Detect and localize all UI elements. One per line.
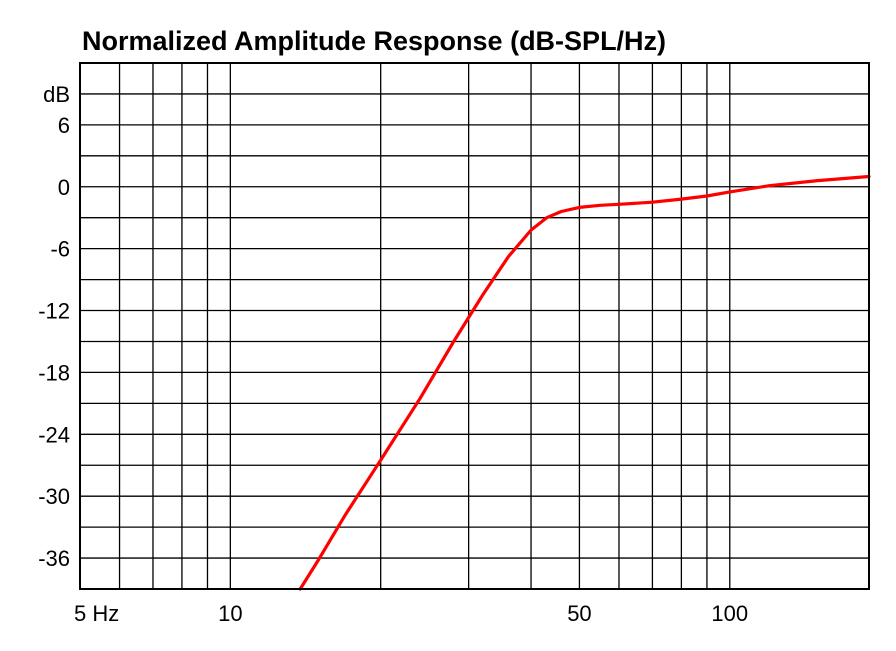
y-axis-ticks: dB 6 0 -6 -12 -18 -24 -30 -36 [38, 82, 70, 571]
y-tick-label: -24 [38, 422, 70, 447]
y-tick-label: 6 [58, 113, 70, 138]
y-tick-label: dB [43, 82, 70, 107]
y-tick-label: -36 [38, 546, 70, 571]
chart-title: Normalized Amplitude Response (dB-SPL/Hz… [82, 26, 666, 56]
y-tick-label: -6 [50, 237, 70, 262]
response-curve [298, 174, 871, 591]
x-tick-label: 50 [567, 601, 591, 626]
y-tick-label: -18 [38, 360, 70, 385]
y-tick-label: 0 [58, 175, 70, 200]
x-axis-ticks: 5 Hz 10 50 100 [74, 601, 748, 626]
grid-lines [80, 63, 869, 589]
x-tick-label: 10 [218, 601, 242, 626]
x-tick-label: 100 [711, 601, 748, 626]
plot-area [298, 174, 871, 591]
y-tick-label: -30 [38, 484, 70, 509]
plot-frame [79, 62, 870, 590]
y-tick-label: -12 [38, 299, 70, 324]
x-tick-label: 5 Hz [74, 601, 119, 626]
